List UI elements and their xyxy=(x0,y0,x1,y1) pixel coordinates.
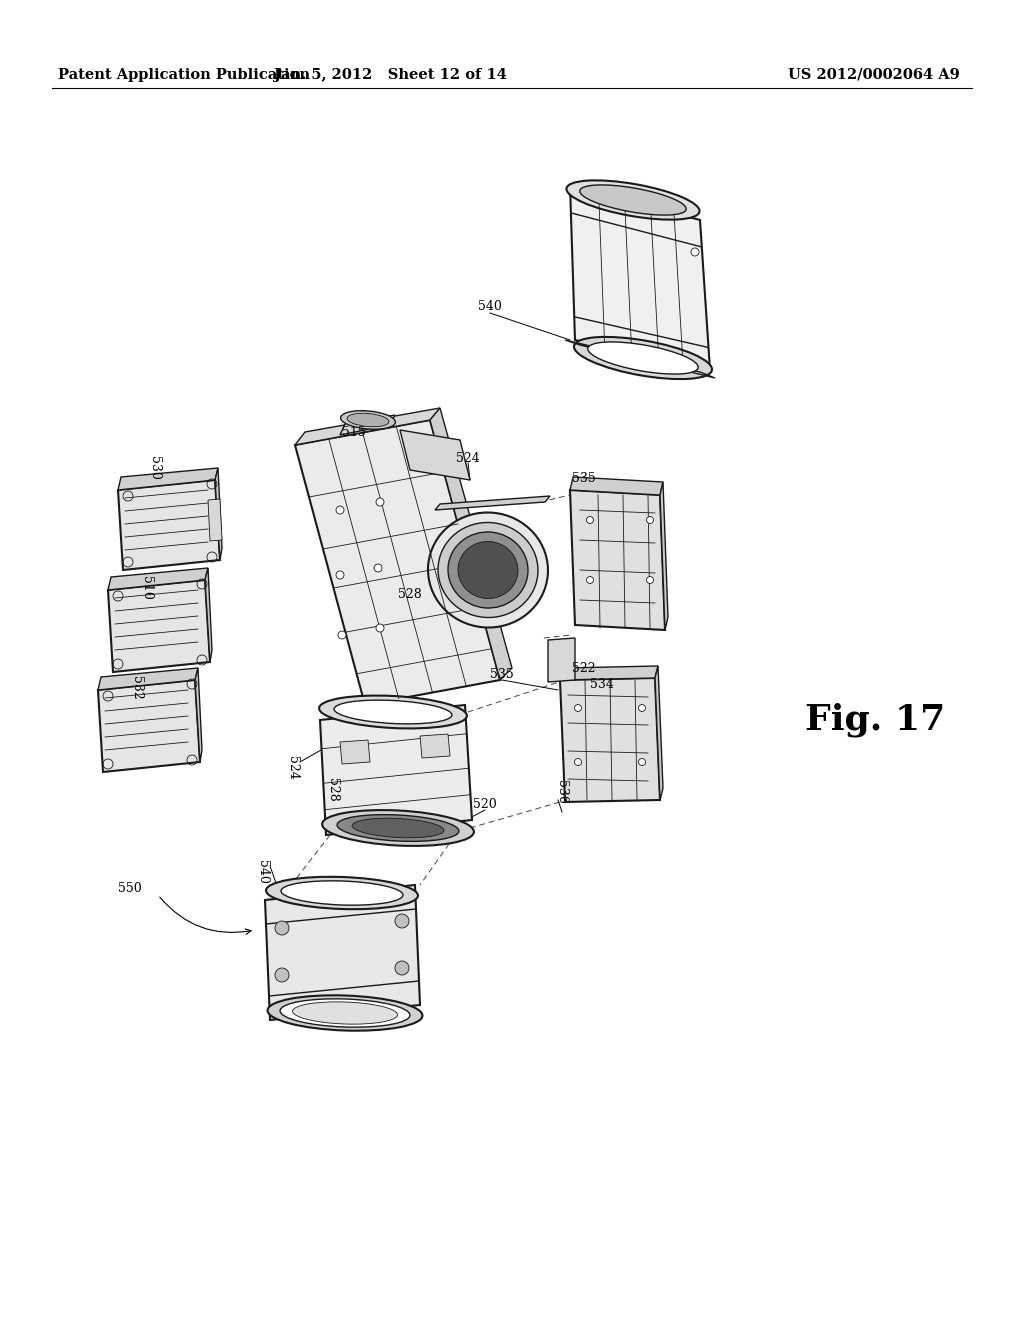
Ellipse shape xyxy=(275,968,289,982)
Ellipse shape xyxy=(347,413,389,426)
Polygon shape xyxy=(435,496,550,510)
Polygon shape xyxy=(430,408,512,680)
Polygon shape xyxy=(560,678,660,803)
Ellipse shape xyxy=(376,498,384,506)
Polygon shape xyxy=(565,341,715,378)
Text: 510: 510 xyxy=(140,576,153,599)
Ellipse shape xyxy=(334,700,452,723)
Ellipse shape xyxy=(580,185,686,215)
Ellipse shape xyxy=(587,577,594,583)
Polygon shape xyxy=(98,668,198,690)
Polygon shape xyxy=(660,482,668,630)
Ellipse shape xyxy=(267,995,423,1031)
Polygon shape xyxy=(570,490,665,630)
Ellipse shape xyxy=(281,880,403,906)
Text: 520: 520 xyxy=(473,799,497,812)
Polygon shape xyxy=(195,668,202,762)
Ellipse shape xyxy=(395,913,409,928)
Ellipse shape xyxy=(376,624,384,632)
Text: Jan. 5, 2012   Sheet 12 of 14: Jan. 5, 2012 Sheet 12 of 14 xyxy=(273,69,507,82)
Polygon shape xyxy=(118,469,218,490)
Ellipse shape xyxy=(588,342,698,374)
Polygon shape xyxy=(295,408,440,445)
Text: US 2012/0002064 A9: US 2012/0002064 A9 xyxy=(788,69,961,82)
Text: 528: 528 xyxy=(398,589,422,602)
Polygon shape xyxy=(265,884,420,1020)
Text: 522: 522 xyxy=(572,661,596,675)
Ellipse shape xyxy=(341,411,395,429)
Text: 540: 540 xyxy=(478,301,502,314)
Polygon shape xyxy=(205,568,212,663)
Ellipse shape xyxy=(574,337,712,379)
Ellipse shape xyxy=(352,818,444,838)
Ellipse shape xyxy=(395,961,409,975)
Text: Patent Application Publication: Patent Application Publication xyxy=(58,69,310,82)
Ellipse shape xyxy=(639,705,645,711)
Text: 530: 530 xyxy=(148,457,161,480)
Ellipse shape xyxy=(646,516,653,524)
Text: 524: 524 xyxy=(456,451,480,465)
Ellipse shape xyxy=(266,876,418,909)
Text: 524: 524 xyxy=(286,756,299,780)
Ellipse shape xyxy=(639,759,645,766)
Ellipse shape xyxy=(691,248,699,256)
Text: Fig. 17: Fig. 17 xyxy=(805,702,945,738)
Ellipse shape xyxy=(338,631,346,639)
Ellipse shape xyxy=(293,1002,397,1024)
Ellipse shape xyxy=(438,523,538,618)
Ellipse shape xyxy=(566,181,699,219)
Text: 536: 536 xyxy=(555,780,568,804)
Text: 534: 534 xyxy=(590,678,613,692)
Polygon shape xyxy=(420,734,450,758)
Ellipse shape xyxy=(458,541,518,598)
Polygon shape xyxy=(560,667,658,680)
Polygon shape xyxy=(108,568,208,590)
Ellipse shape xyxy=(574,759,582,766)
Text: 540: 540 xyxy=(256,861,268,884)
Polygon shape xyxy=(548,638,575,682)
Text: 515: 515 xyxy=(342,426,366,440)
Ellipse shape xyxy=(646,577,653,583)
Text: 550: 550 xyxy=(118,882,142,895)
Ellipse shape xyxy=(428,512,548,627)
Polygon shape xyxy=(98,680,200,772)
Polygon shape xyxy=(570,185,710,370)
Polygon shape xyxy=(108,579,210,672)
Ellipse shape xyxy=(280,999,410,1027)
Ellipse shape xyxy=(336,572,344,579)
Polygon shape xyxy=(319,705,472,836)
Ellipse shape xyxy=(323,810,474,846)
Ellipse shape xyxy=(574,705,582,711)
Polygon shape xyxy=(570,477,663,495)
Polygon shape xyxy=(118,480,220,570)
Ellipse shape xyxy=(374,564,382,572)
Polygon shape xyxy=(208,499,222,541)
Text: 528: 528 xyxy=(326,777,339,801)
Ellipse shape xyxy=(336,506,344,513)
Text: 535: 535 xyxy=(490,668,514,681)
Polygon shape xyxy=(295,420,500,705)
Ellipse shape xyxy=(319,696,467,729)
Polygon shape xyxy=(215,469,222,560)
Ellipse shape xyxy=(587,516,594,524)
Ellipse shape xyxy=(449,532,528,609)
Polygon shape xyxy=(340,414,395,436)
Polygon shape xyxy=(400,430,470,480)
Polygon shape xyxy=(340,741,370,764)
Text: 535: 535 xyxy=(572,471,596,484)
Text: 532: 532 xyxy=(130,676,143,700)
Ellipse shape xyxy=(337,814,459,841)
Polygon shape xyxy=(655,667,663,800)
Ellipse shape xyxy=(275,921,289,935)
